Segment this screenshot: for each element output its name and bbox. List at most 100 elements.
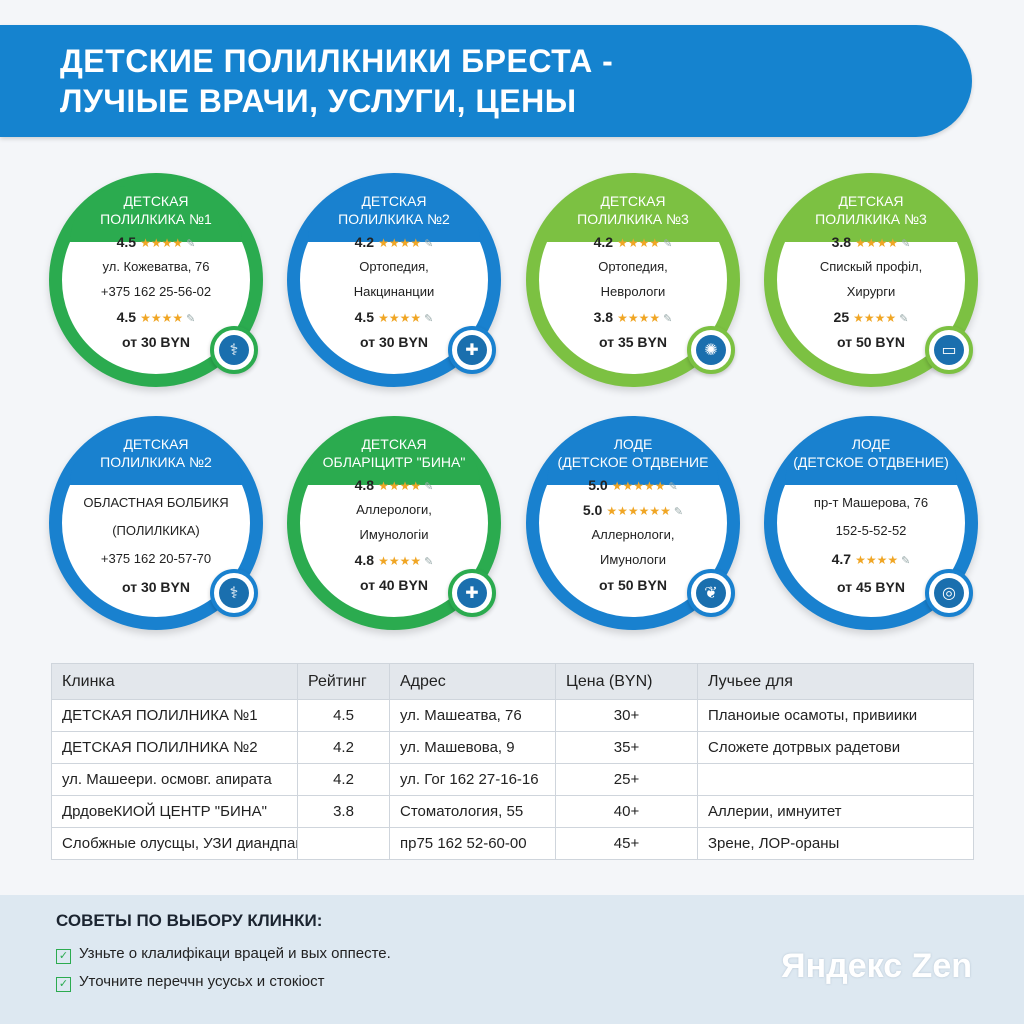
clinic-card-badge: ▭: [925, 326, 973, 374]
clinic-card-title: ДЕТСКАЯ ПОЛИЛКИКА №1: [70, 186, 242, 242]
thumb-icon: ✎: [183, 238, 196, 250]
clinic-card-row-text: Неврологи: [600, 284, 666, 299]
clinic-card: ДЕТСКАЯ ПОЛИЛКИКА №3 3.8 ★★★★ ✎ Спиcкый проф…: [764, 173, 978, 387]
clinic-card-row-text: 4.5: [116, 234, 137, 250]
clinic-card-row: (ПОЛИЛКИКА): [72, 523, 240, 538]
clinic-card-badge: ⚕: [210, 569, 258, 617]
bone-icon: ✚: [457, 335, 487, 365]
rating-stars-icon: ★★★★★: [611, 479, 666, 493]
clinic-card-row-text: Спиcкый профіл,: [819, 259, 923, 274]
rating-stars-icon: ★★★★: [378, 479, 422, 493]
clinic-card-row-text: Ортопедия,: [598, 259, 668, 274]
rating-stars-icon: ★★★★: [855, 553, 899, 567]
clinic-card-badge: ✚: [448, 569, 496, 617]
cell-address: Стоматология, 55: [389, 795, 556, 828]
clinic-card-row: ул. Кожеватва, 76: [72, 259, 240, 274]
clinic-card-row: Ортопедия,: [549, 259, 717, 274]
caduceus-icon: ⚕: [219, 578, 249, 608]
clinic-card-row-text: 4.5: [116, 309, 137, 325]
tip-item: ✓ Уточните переччн усусьх и стокіост: [56, 973, 325, 992]
clinic-card-row-text: Имунологіи: [359, 527, 429, 542]
clinic-card-title-line-1: ДЕТСКАЯ: [361, 193, 427, 209]
thumb-icon: ✎: [421, 481, 434, 493]
clinic-card-row: 152-5-52-52: [787, 523, 955, 538]
cell-rating: 4.2: [297, 731, 390, 764]
col-header-best-for: Лучьее для: [697, 663, 974, 700]
table-header-row: Клинка Рейтинг Адрес Цена (BYN) Лучьее д…: [51, 663, 974, 700]
clinic-card-row: пр-т Машерова, 76: [787, 495, 955, 510]
col-header-price: Цена (BYN): [555, 663, 698, 700]
clinic-card: ДЕТСКАЯ ПОЛИЛКИКА №2 4.2 ★★★★ ✎ Ортопедия, На…: [287, 173, 501, 387]
clinic-card: ЛОДЕ (ДЕТСКОЕ ОТДВЕНИЕ 5.0 ★★★★★ ✎ 5.0 ★★★★★★…: [526, 416, 740, 630]
brain-icon: ✺: [696, 335, 726, 365]
clinic-card-title-line-1: ДЕТСКАЯ: [600, 193, 666, 209]
shield-icon: ✚: [457, 578, 487, 608]
clinic-card-title: ЛОДЕ (ДЕТСКОЕ ОТДВЕНИЕ: [547, 429, 719, 485]
clinic-card-row: 4.5 ★★★★ ✎: [310, 309, 478, 325]
rating-stars-icon: ★★★★: [378, 236, 422, 250]
cell-price: 30+: [555, 699, 698, 732]
cell-best-for: Планоиые осамоты, привиики: [697, 699, 974, 732]
clinic-card-title-line-1: ДЕТСКАЯ: [361, 436, 427, 452]
clinic-card-row: от 30 BYN: [310, 334, 478, 350]
clinic-card-title-line-2: ПОЛИЛКИКА №1: [100, 211, 212, 227]
clinic-card-row: +375 162 25-56-02: [72, 284, 240, 299]
thumb-icon: ✎: [665, 481, 678, 493]
cell-clinic: ДЕТСКАЯ ПОЛИЛНИКА №2: [51, 731, 298, 764]
cell-rating: 4.2: [297, 763, 390, 796]
tip-text: Уточните переччн усусьх и стокіост: [79, 973, 325, 990]
thumb-icon: ✎: [898, 238, 911, 250]
clinic-card-row-text: Имунологи: [599, 552, 666, 567]
clinic-card-title: ДЕТСКАЯ ПОЛИЛКИКА №3: [547, 186, 719, 242]
clinic-card-row: от 30 BYN: [72, 579, 240, 595]
clinic-card-row-text: Накцинанции: [353, 284, 435, 299]
table-row: ДрдовеКИОЙ ЦЕНТР "БИНА" 3.8 Стоматология, …: [51, 795, 974, 828]
clinic-card-title-line-2: ПОЛИЛКИКА №3: [577, 211, 689, 227]
table-row: ул. Машеери. осмовг. апирата 4.2 ул. Гог 1…: [51, 763, 974, 796]
clinic-card-row-text: Аллернологи,: [591, 527, 675, 542]
rating-stars-icon: ★★★★: [855, 236, 899, 250]
clinic-card-title-line-2: ПОЛИЛКИКА №2: [338, 211, 450, 227]
clinic-card-row: 5.0 ★★★★★★ ✎: [549, 502, 717, 518]
yandex-zen-logo: Яндекс Zen: [781, 947, 972, 985]
clinic-card-row-text: 3.8: [831, 234, 852, 250]
clinic-card-row: Накцинанции: [310, 284, 478, 299]
clinic-card-row-text: 4.8: [354, 477, 375, 493]
ear-icon: ◎: [934, 578, 964, 608]
clinic-card-row: Ортопедия,: [310, 259, 478, 274]
clinic-card-row-text: 4.2: [593, 234, 614, 250]
clinic-card-row: Имунологіи: [310, 527, 478, 542]
table-row: ДЕТСКАЯ ПОЛИЛНИКА №2 4.2 ул. Машевова, 9 35…: [51, 731, 974, 764]
clinic-card-title-line-1: ДЕТСКАЯ: [838, 193, 904, 209]
leaf-icon: ❦: [696, 578, 726, 608]
clinic-card-title: ДЕТСКАЯ ПОЛИЛКИКА №2: [308, 186, 480, 242]
thumb-icon: ✎: [896, 313, 909, 325]
clinic-card-row-text: ул. Кожеватва, 76: [102, 259, 210, 274]
clinic-card-title-line-2: ПОЛИЛКИКА №3: [815, 211, 927, 227]
clinic-card-row-text: +375 162 20-57-70: [100, 551, 212, 566]
clinic-card-row-text: 3.8: [593, 309, 614, 325]
clinic-card-row: Спиcкый профіл,: [787, 259, 955, 274]
clinic-card-row: 4.7 ★★★★ ✎: [787, 551, 955, 567]
cell-price: 35+: [555, 731, 698, 764]
clinic-card-title-line-1: ЛОДЕ: [613, 436, 653, 452]
clinic-card-row: от 50 BYN: [549, 577, 717, 593]
rating-stars-icon: ★★★★: [378, 554, 422, 568]
cell-rating: 4.5: [297, 699, 390, 732]
cell-best-for: Аллерии, имнуитет: [697, 795, 974, 828]
clinic-card-title-line-1: ДЕТСКАЯ: [123, 193, 189, 209]
clinic-card-title-line-2: ОБЛАРІЦИТР "БИНА": [322, 454, 466, 470]
cell-address: ул. Гог 162 27-16-16: [389, 763, 556, 796]
clinic-card-badge: ❦: [687, 569, 735, 617]
clinic-card-row: от 35 BYN: [549, 334, 717, 350]
clinic-card-row-text: от 30 BYN: [360, 334, 428, 350]
thumb-icon: ✎: [660, 238, 673, 250]
check-icon: ✓: [56, 977, 71, 992]
clinic-card-row-text: Хирурги: [846, 284, 896, 299]
clinic-card-row-text: 5.0: [582, 502, 603, 518]
col-header-rating: Рейтинг: [297, 663, 390, 700]
clinic-card-title-line-2: ПОЛИЛКИКА №2: [100, 454, 212, 470]
cell-address: пр75 162 52-60-00: [389, 827, 556, 860]
clinic-card-title-line-2: (ДЕТСКОЕ ОТДВЕНИЕ): [793, 454, 949, 470]
tip-item: ✓ Узньте о клалифікаци врацей и вых оппес…: [56, 945, 391, 964]
